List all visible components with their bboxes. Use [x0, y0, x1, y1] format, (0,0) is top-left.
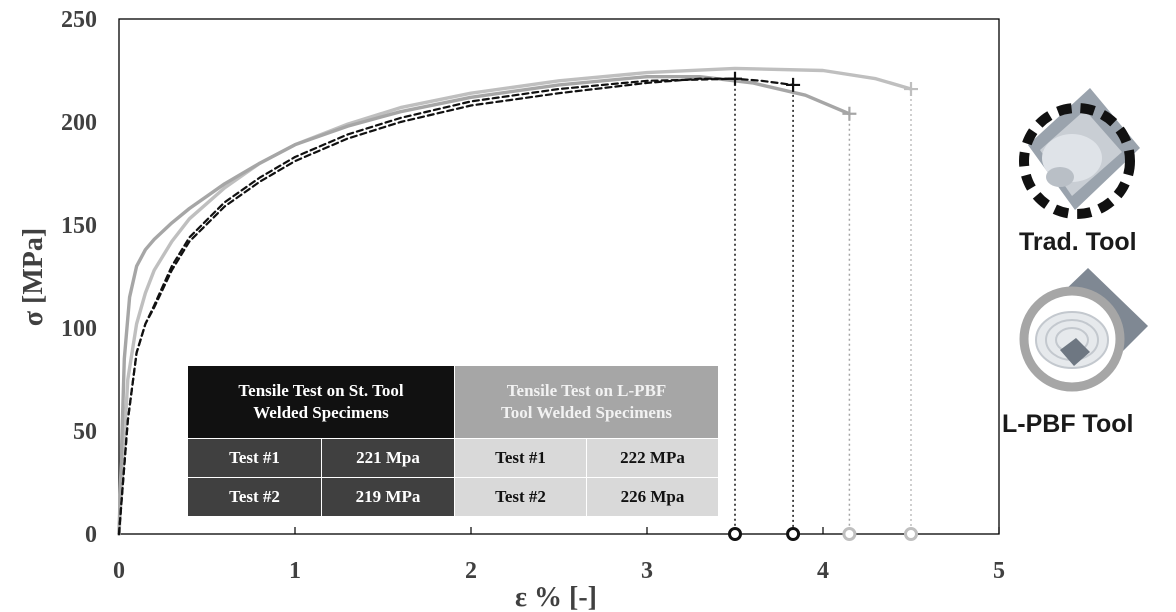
lpbf-test-label: Test #2 — [454, 477, 588, 517]
lpbf-test-value: 222 MPa — [586, 438, 720, 478]
table-header-row: Tensile Test on St. Tool Welded Specimen… — [186, 365, 720, 439]
st-header-line2: Welded Specimens — [253, 403, 389, 422]
series-end-marker — [786, 77, 801, 92]
trad-tool-image — [1019, 88, 1140, 219]
lpbf-test-label: Test #1 — [454, 438, 588, 478]
y-tick-label: 100 — [61, 316, 97, 342]
x-tick-label: 2 — [465, 558, 477, 584]
fracture-point-marker — [904, 527, 918, 541]
st-test-label: Test #1 — [187, 438, 322, 478]
x-axis-title: ε % [-] — [515, 582, 597, 612]
st-header-line1: Tensile Test on St. Tool — [238, 381, 404, 400]
table-row: Test #1 221 Mpa Test #1 222 MPa — [187, 438, 720, 478]
x-tick-label: 5 — [993, 558, 1005, 584]
table-row: Test #2 219 MPa Test #2 226 Mpa — [187, 477, 720, 517]
y-tick-label: 0 — [85, 522, 97, 548]
y-tick-label: 50 — [73, 419, 97, 445]
lpbf-tool-label: L-PBF Tool — [1002, 410, 1134, 438]
series-end-marker — [842, 106, 857, 121]
y-tick-label: 200 — [61, 110, 97, 136]
lpbf-header-line1: Tensile Test on L-PBF — [506, 381, 667, 400]
lpbf-tool-header: Tensile Test on L-PBF Tool Welded Specim… — [454, 365, 720, 439]
series-end-marker — [904, 82, 918, 97]
st-test-label: Test #2 — [187, 477, 322, 517]
lpbf-header-line2: Tool Welded Specimens — [501, 403, 673, 422]
fracture-point-marker — [842, 527, 857, 541]
st-tool-header: Tensile Test on St. Tool Welded Specimen… — [186, 365, 456, 439]
results-table: Tensile Test on St. Tool Welded Specimen… — [186, 365, 720, 517]
y-axis-title: σ [MPa] — [18, 228, 49, 326]
x-tick-label: 0 — [113, 558, 125, 584]
fracture-point-marker — [786, 527, 801, 541]
series-line — [117, 75, 852, 536]
st-test-value: 221 Mpa — [320, 438, 456, 478]
series-line — [117, 77, 795, 536]
x-tick-label: 4 — [817, 558, 829, 584]
y-tick-label: 150 — [61, 213, 97, 239]
x-tick-label: 3 — [641, 558, 653, 584]
plot-area-frame — [118, 18, 1000, 535]
y-tick-label: 250 — [61, 7, 97, 33]
lpbf-test-value: 226 Mpa — [586, 477, 720, 517]
trad-tool-label: Trad. Tool — [1019, 228, 1137, 256]
x-tick-label: 1 — [289, 558, 301, 584]
st-test-value: 219 MPa — [320, 477, 456, 517]
lpbf-tool-image — [1019, 268, 1148, 392]
fracture-point-marker — [728, 527, 742, 541]
